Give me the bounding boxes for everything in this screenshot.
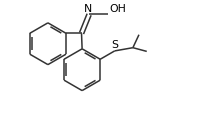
Text: OH: OH (109, 3, 126, 14)
Text: N: N (84, 3, 92, 14)
Text: S: S (111, 40, 118, 50)
